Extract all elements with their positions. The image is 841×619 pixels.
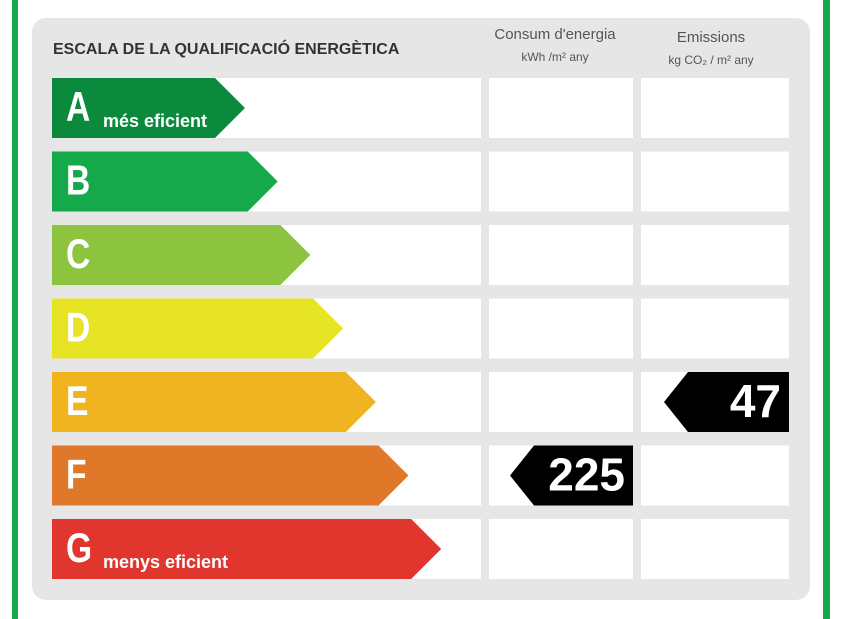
border xyxy=(12,0,18,619)
border xyxy=(823,0,830,619)
rating-note: més eficient xyxy=(103,111,207,131)
rating-arrow xyxy=(52,372,376,432)
indicator-value: 225 xyxy=(548,449,625,501)
cell xyxy=(489,372,633,432)
cell xyxy=(641,519,789,579)
rating-arrow xyxy=(52,225,311,285)
indicator-value: 47 xyxy=(730,375,781,427)
cell xyxy=(641,78,789,138)
cell xyxy=(489,78,633,138)
indicator xyxy=(510,445,633,506)
cell xyxy=(641,298,789,359)
column-unit: kg CO₂ / m² any xyxy=(668,53,753,67)
cell xyxy=(489,519,633,579)
column-title: Consum d'energia xyxy=(494,26,616,43)
rating-letter: F xyxy=(66,452,87,498)
cell xyxy=(489,151,633,212)
rating-arrow xyxy=(52,78,245,138)
title: ESCALA DE LA QUALIFICACIÓ ENERGÈTICA xyxy=(53,39,400,58)
rating-letter: E xyxy=(66,379,88,425)
rating-letter: C xyxy=(66,232,90,278)
cell xyxy=(489,225,633,285)
cell xyxy=(489,298,633,359)
rating-letter: G xyxy=(66,526,92,572)
rating-letter: A xyxy=(66,85,90,131)
rating-letter: B xyxy=(66,158,90,204)
cell xyxy=(641,151,789,212)
rating-note: menys eficient xyxy=(103,552,228,572)
cell xyxy=(641,225,789,285)
rating-arrow xyxy=(52,519,442,579)
rating-arrow xyxy=(52,151,278,212)
rating-arrow xyxy=(52,445,409,506)
rating-letter: D xyxy=(66,305,90,351)
column-unit: kWh /m² any xyxy=(521,50,588,64)
rating-arrow xyxy=(52,298,344,359)
column-title: Emissions xyxy=(677,29,745,46)
cell xyxy=(641,445,789,506)
indicator xyxy=(664,372,789,432)
